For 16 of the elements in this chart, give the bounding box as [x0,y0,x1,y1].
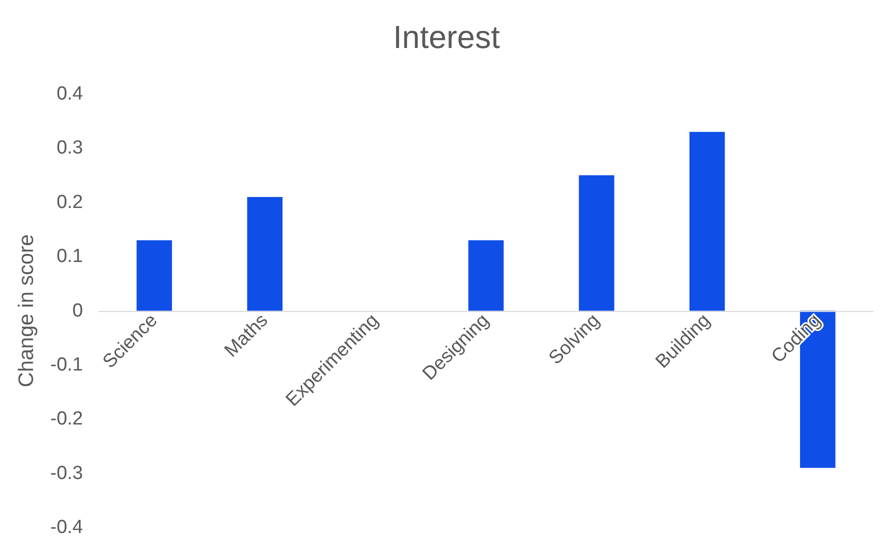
y-tick-label: -0.3 [50,462,83,484]
y-tick-label: 0.4 [56,84,84,104]
y-tick-label: 0 [72,300,83,322]
bar [136,240,172,311]
y-axis-title: Change in score [15,234,38,388]
y-tick-label: 0.1 [56,246,83,268]
y-tick-label: 0.2 [56,192,83,213]
chart-title: Interest [393,19,500,55]
y-tick-label: -0.1 [50,354,83,376]
y-tick-label: -0.4 [50,517,84,538]
bar [247,196,283,311]
bar [689,132,725,311]
y-tick-label: -0.2 [50,408,83,430]
y-tick-label: 0.3 [56,138,83,159]
bar [578,175,614,311]
bar [468,240,504,311]
